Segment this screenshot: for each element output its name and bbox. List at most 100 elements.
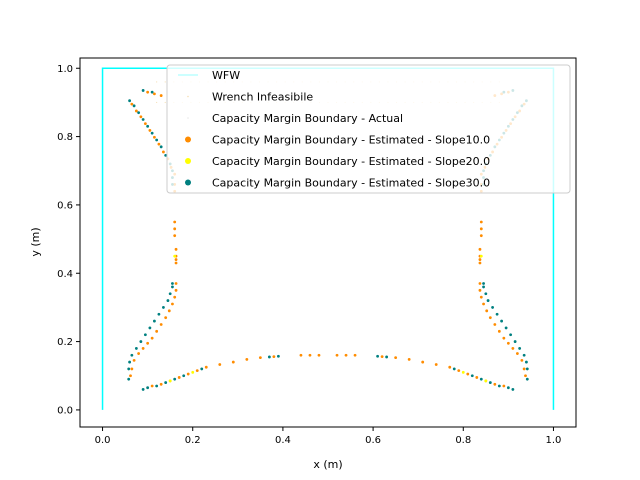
slope10-point [195,369,199,373]
slope10-point [380,355,384,359]
slope10-point [478,258,482,261]
axis-ticks: 0.0 0.2 0.4 0.6 0.8 1.0 0.0 0.2 0.4 0.6 0.8 1.0 [57,64,561,446]
slope30-point [495,312,499,316]
slope10-point [457,369,461,373]
slope10-point [137,352,141,355]
slope10-point [478,247,482,251]
y-tick-label: 0.0 [57,405,73,416]
slope30-point [511,388,515,391]
slope10-point [164,316,168,320]
slope20-point [173,254,177,258]
slope30-point [130,353,134,357]
x-axis-label: x (m) [313,458,342,471]
slope10-point [139,115,143,119]
slope10-point [157,142,161,146]
slope10-point [317,353,321,357]
slope30-point [267,355,271,359]
infeasible-point [156,101,158,104]
slope10-point [497,329,501,333]
slope10-point [173,295,177,299]
slope30-point [159,145,163,149]
slope30-point [509,333,513,337]
legend-marker-slope10 [185,136,191,143]
slope10-point [524,374,527,378]
slope10-point [130,367,134,371]
slope10-point [299,353,303,357]
y-axis-label: y (m) [29,227,42,256]
slope30-point [385,355,389,359]
y-tick-label: 1.0 [57,64,73,75]
slope10-point [272,355,276,359]
slope10-point [493,323,497,326]
slope10-point [479,234,483,238]
slope20-point [191,370,195,374]
slope30-point [166,299,170,302]
slope30-point [491,306,494,309]
slope10-point [171,302,174,306]
slope10-point [335,353,339,357]
slope30-point [128,99,132,103]
slope30-point [148,326,152,330]
slope10-point [520,358,524,362]
slope10-point [475,376,479,379]
slope30-point [479,377,483,381]
legend-marker-slope20 [185,158,191,164]
slope30-point [182,374,186,378]
slope30-point [200,367,204,371]
slope20-point [479,254,483,258]
slope30-point [522,353,526,357]
slope10-point [353,353,357,357]
slope30-point [157,312,161,316]
legend: WFW Wrench Infeasibile Capacity Margin Bou… [166,64,571,194]
slope30-point [143,333,147,337]
slope30-point [171,282,174,285]
legend-marker-slope30 [185,179,191,186]
slope30-point [164,381,168,384]
slope10-point [150,384,154,388]
slope30-point [504,326,508,330]
legend-marker-actual [187,117,189,119]
slope30-point [128,360,132,364]
slope30-point [513,340,517,343]
slope30-point [168,292,172,296]
slope10-point [421,360,425,364]
slope30-point [141,388,145,391]
slope10-point [146,90,150,94]
slope10-point [493,382,497,386]
infeasible-point [156,81,158,83]
infeasible-point [164,101,166,104]
axes-frame [79,57,577,428]
slope20-point [461,370,465,374]
slope10-point [167,309,171,313]
slope20-point [168,379,172,383]
slope10-point [174,288,178,292]
slope10-point [159,382,163,386]
slope10-point [479,220,483,224]
slope10-point [502,336,506,340]
slope10-point [129,374,132,378]
slope10-point [434,363,438,366]
slope10-point [186,372,190,376]
slope30-point [137,111,141,115]
slope10-point [479,227,483,231]
slope30-point [525,367,529,371]
slope30-point [146,124,150,128]
slope30-point [132,104,136,108]
slope10-point [153,92,156,96]
infeasible-point [164,81,166,83]
slope10-point [515,352,519,355]
x-tick-label: 1.0 [546,435,562,446]
slope10-point [153,135,156,139]
y-tick-label: 0.2 [57,337,73,348]
slope10-point [231,360,235,364]
y-tick-label: 0.8 [57,132,73,143]
slope10-point [478,282,482,285]
slope10-point [478,288,482,292]
slope30-point [150,90,154,94]
slope10-point [150,336,154,340]
slope20-point [484,379,488,383]
slope10-point [132,358,136,362]
legend-label-actual: Capacity Margin Boundary - Actual [212,112,403,125]
slope10-point [174,247,178,251]
